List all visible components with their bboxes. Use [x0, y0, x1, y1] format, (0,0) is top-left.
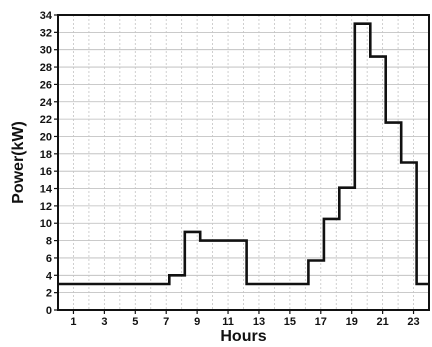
- x-tick-label: 15: [284, 316, 296, 328]
- y-tick-label: 34: [40, 10, 53, 22]
- y-tick-label: 12: [40, 201, 52, 213]
- x-tick-label: 5: [132, 316, 138, 328]
- series-layer: [58, 22, 429, 286]
- x-tick-label: 23: [407, 316, 419, 328]
- y-tick-label: 24: [40, 97, 53, 109]
- x-tick-label: 9: [194, 316, 200, 328]
- series-line-0: [58, 22, 429, 286]
- y-tick-label: 2: [46, 288, 52, 300]
- y-tick-label: 16: [40, 166, 52, 178]
- y-tick-label: 14: [40, 184, 53, 196]
- x-tick-label: 3: [101, 316, 107, 328]
- y-tick-label: 6: [46, 253, 52, 265]
- grid-lines: [58, 15, 429, 310]
- y-tick-label: 10: [40, 218, 52, 230]
- y-tick-label: 0: [46, 305, 52, 317]
- y-tick-label: 32: [40, 27, 52, 39]
- x-tick-label: 19: [346, 316, 358, 328]
- x-tick-label: 11: [222, 316, 234, 328]
- y-tick-label: 26: [40, 79, 52, 91]
- x-tick-label: 13: [253, 316, 265, 328]
- y-axis-title: Power(kW): [10, 121, 27, 204]
- x-tick-label: 17: [315, 316, 327, 328]
- x-tick-label: 7: [163, 316, 169, 328]
- x-axis-title: Hours: [220, 328, 266, 345]
- y-tick-label: 8: [46, 236, 52, 248]
- y-tick-label: 4: [46, 270, 53, 282]
- y-tick-label: 20: [40, 131, 52, 143]
- y-tick-label: 18: [40, 149, 52, 161]
- x-tick-label: 1: [70, 316, 76, 328]
- x-tick-label: 21: [377, 316, 389, 328]
- y-tick-label: 28: [40, 62, 52, 74]
- y-tick-label: 30: [40, 45, 52, 57]
- y-tick-label: 22: [40, 114, 52, 126]
- plot-frame: [57, 14, 430, 311]
